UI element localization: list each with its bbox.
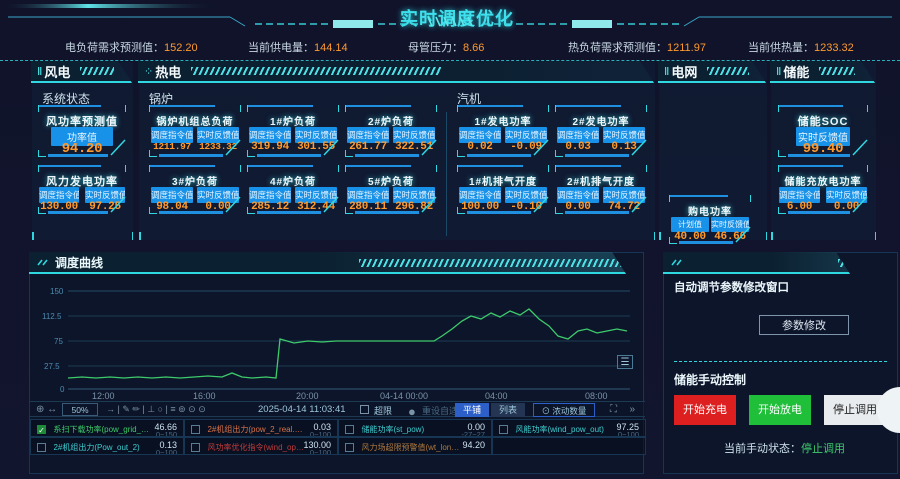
svg-text:112.5: 112.5 (42, 312, 62, 321)
svg-text:0: 0 (60, 385, 65, 394)
svg-text:20:00: 20:00 (296, 391, 319, 401)
svg-text:04-14 00:00: 04-14 00:00 (380, 391, 428, 401)
svg-text:27.5: 27.5 (44, 362, 60, 371)
svg-text:75: 75 (54, 337, 63, 346)
svg-text:04:00: 04:00 (485, 391, 508, 401)
svg-text:12:00: 12:00 (92, 391, 115, 401)
svg-text:16:00: 16:00 (193, 391, 216, 401)
svg-text:08:00: 08:00 (585, 391, 608, 401)
svg-text:150: 150 (50, 287, 64, 296)
